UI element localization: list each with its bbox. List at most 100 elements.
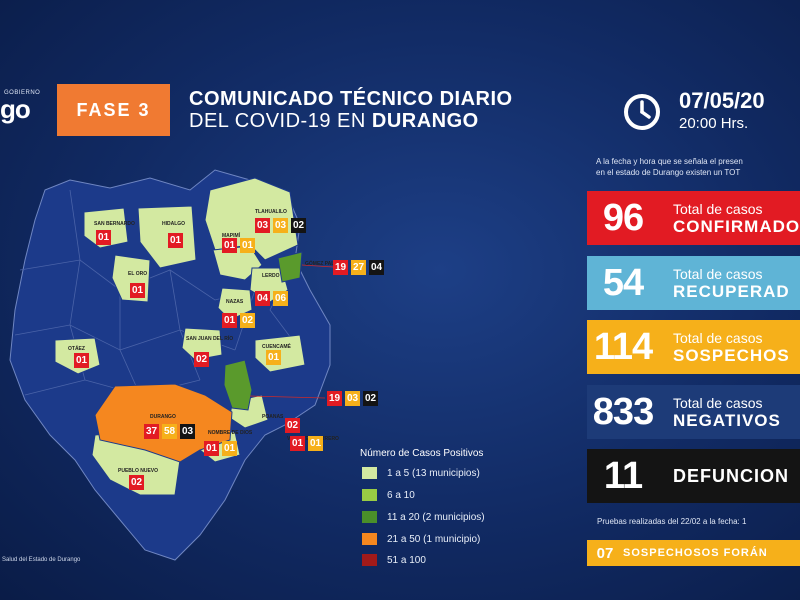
case-badge: 01: [222, 313, 237, 328]
case-badge: 03: [273, 218, 288, 233]
case-badge: 01: [222, 441, 237, 456]
label-hidalgo: HIDALGO: [162, 221, 185, 227]
label-nazas: NAZAS: [226, 299, 244, 305]
logo-big-text: go: [0, 94, 31, 124]
municipios-11a20: [223, 251, 303, 411]
case-badge: 01: [130, 283, 145, 298]
stat-label-line1: Total de casos: [673, 201, 763, 217]
page-title: COMUNICADO TÉCNICO DIARIO: [189, 88, 513, 110]
stat-value: 96: [602, 196, 644, 239]
label-pueblo-nuevo: PUEBLO NUEVO: [118, 468, 158, 474]
durango-map: SAN BERNARDO HIDALGO MAPIMÍ TLAHUALILO G…: [9, 169, 347, 561]
legend-item: 6 a 10: [362, 489, 415, 501]
case-badge: 01: [290, 436, 305, 451]
case-badge: 02: [285, 418, 300, 433]
stat-label-line2: RECUPERAD: [673, 282, 790, 301]
report-time: 20:00 Hrs.: [679, 115, 749, 132]
stat-recuperados: 54 Total de casos RECUPERAD: [587, 256, 800, 310]
stat-label: Total de casos CONFIRMADO: [659, 201, 800, 235]
case-badge: 02: [363, 391, 378, 406]
stat-label-line2: SOSPECHOS: [673, 346, 790, 365]
stat-label-line2: DEFUNCION: [673, 465, 789, 486]
case-badge: 03: [180, 424, 195, 439]
legend-swatch: [362, 489, 377, 501]
case-badge: 02: [194, 352, 209, 367]
municipio-durango: [94, 383, 233, 463]
stat-label: Total de casos SOSPECHOS: [659, 330, 790, 364]
case-badge: 04: [369, 260, 384, 275]
page-subtitle: DEL COVID-19 EN DURANGO: [189, 110, 479, 133]
legend-label: 1 a 5 (13 municipios): [387, 467, 480, 479]
source-credit: Salud del Estado de Durango: [2, 557, 81, 563]
label-poanas: POANAS: [262, 414, 284, 420]
stat-value: 54: [602, 261, 644, 304]
legend-label: 21 a 50 (1 municipio): [387, 533, 481, 545]
label-nombre-de-dios: NOMBRE DE DIOS: [208, 430, 253, 436]
label-san-bernardo: SAN BERNARDO: [94, 221, 135, 227]
stat-confirmados: 96 Total de casos CONFIRMADO: [587, 191, 800, 245]
foraneos-value: 07: [596, 544, 614, 562]
intro-line-2: en el estado de Durango existen un TOT: [596, 168, 741, 177]
stat-label-line1: Total de casos: [673, 330, 763, 346]
case-badge: 27: [351, 260, 366, 275]
label-lerdo: LERDO: [262, 273, 280, 279]
case-badge: 06: [273, 291, 288, 306]
label-mapimi: MAPIMÍ: [222, 231, 241, 239]
stat-label: Total de casos RECUPERAD: [659, 266, 790, 300]
case-badge: 37: [144, 424, 159, 439]
label-san-juan-del-rio: SAN JUAN DEL RÍO: [186, 334, 233, 342]
case-badge: 19: [333, 260, 348, 275]
case-badge: 02: [240, 313, 255, 328]
stat-sospechosos-foraneos: 07 SOSPECHOSOS FORÁN: [587, 540, 800, 566]
foraneos-label: SOSPECHOSOS FORÁN: [623, 547, 768, 559]
legend-label: 11 a 20 (2 municipios): [387, 511, 485, 523]
legend-item: 1 a 5 (13 municipios): [362, 467, 480, 479]
case-badge: 58: [162, 424, 177, 439]
stat-label-line2: NEGATIVOS: [673, 411, 781, 430]
clock-icon: [624, 94, 660, 130]
legend-title: Número de Casos Positivos: [360, 448, 484, 459]
stat-negativos: 833 Total de casos NEGATIVOS: [587, 385, 800, 439]
label-gomez-palacio: GÓMEZ PALACIO: [305, 259, 347, 267]
legend-label: 6 a 10: [387, 489, 415, 501]
legend-swatch: [362, 533, 377, 545]
subtitle-state: DURANGO: [371, 110, 479, 132]
case-badge: 01: [240, 238, 255, 253]
case-badge: 02: [129, 475, 144, 490]
report-date: 07/05/20: [679, 88, 765, 113]
stat-label: DEFUNCION: [659, 465, 789, 486]
case-badge: 01: [308, 436, 323, 451]
label-tlahualilo: TLAHUALILO: [255, 209, 287, 215]
case-badge: 19: [327, 391, 342, 406]
case-badge: 03: [345, 391, 360, 406]
legend-label: 51 a 100: [387, 554, 426, 566]
label-cuencame: CUENCAMÉ: [262, 342, 292, 350]
pruebas-text: Pruebas realizadas del 22/02 a la fecha:…: [597, 517, 747, 526]
stat-value: 11: [603, 454, 643, 497]
fase-badge: FASE 3: [57, 84, 170, 136]
legend-swatch: [362, 511, 377, 523]
stat-label-line1: Total de casos: [673, 266, 763, 282]
intro-text: A la fecha y hora que se señala el prese…: [596, 156, 800, 178]
stat-value: 833: [592, 390, 654, 433]
stat-label-line2: CONFIRMADO: [673, 217, 800, 236]
stat-sospechosos: 114 Total de casos SOSPECHOS: [587, 320, 800, 374]
legend-swatch: [362, 467, 377, 479]
logo-small-text: GOBIERNO: [4, 90, 41, 96]
case-badge: 01: [168, 233, 183, 248]
stat-value: 114: [593, 325, 653, 368]
legend-swatch: [362, 554, 377, 566]
stat-label: Total de casos NEGATIVOS: [659, 395, 781, 429]
case-badge: 01: [74, 353, 89, 368]
case-badge: 01: [266, 350, 281, 365]
case-badge: 02: [291, 218, 306, 233]
legend-item: 51 a 100: [362, 554, 426, 566]
label-otaez: OTÁEZ: [68, 345, 85, 352]
government-logo: GOBIERNO go: [0, 88, 45, 128]
case-badge: 01: [204, 441, 219, 456]
case-badge: 03: [255, 218, 270, 233]
case-badge: 04: [255, 291, 270, 306]
label-el-oro: EL ORO: [128, 271, 147, 277]
stat-defunciones: 11 DEFUNCION: [587, 449, 800, 503]
legend-item: 11 a 20 (2 municipios): [362, 511, 485, 523]
